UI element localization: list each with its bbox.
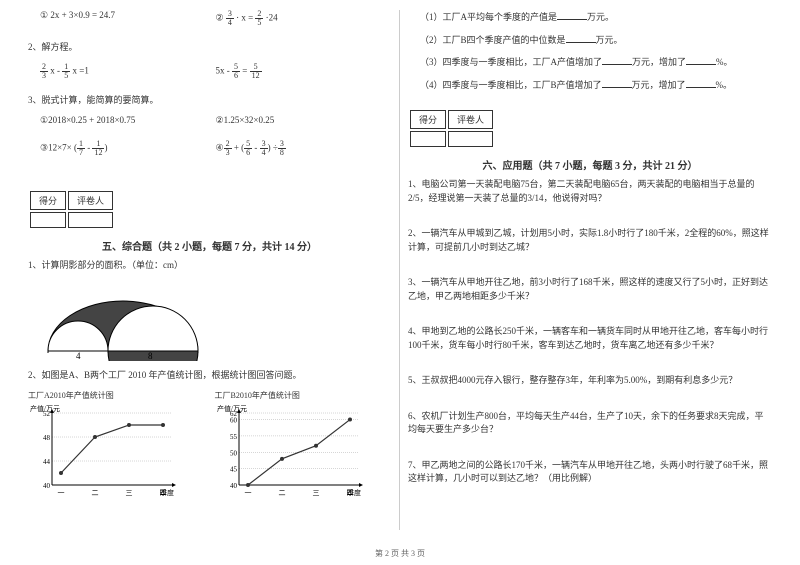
svg-text:55: 55	[230, 433, 238, 441]
q5-1: 1、计算阴影部分的面积。（单位：cm）	[28, 259, 391, 273]
page-footer: 第 2 页 共 3 页	[0, 548, 800, 559]
sub-q2: （2）工厂B四个季度产值的中位数是万元。	[408, 33, 772, 48]
shape-label-8: 8	[148, 351, 153, 361]
q5-2: 2、如图是A、B两个工厂 2010 年产值统计图，根据统计图回答问题。	[28, 369, 391, 383]
eq-3a: ①2018×0.25 + 2018×0.75	[40, 115, 135, 125]
shape-label-4: 4	[76, 351, 81, 361]
svg-text:三: 三	[312, 489, 319, 497]
score-box-5: 得分评卷人	[28, 189, 115, 230]
svg-text:产值/万元: 产值/万元	[30, 404, 60, 413]
svg-text:40: 40	[230, 482, 238, 490]
app-q6: 6、农机厂计划生产800台，平均每天生产44台，生产了10天，余下的任务要求8天…	[408, 410, 772, 437]
chart-b: 工厂B2010年产值统计图 404550556062一二三四产值/万元季度	[215, 390, 392, 503]
equation-row-1: ① 2x + 3×0.9 = 24.7 ② 34 · x = 25 ·24	[28, 10, 391, 27]
sub-q1: （1）工厂A平均每个季度的产值是万元。	[408, 10, 772, 25]
svg-text:40: 40	[43, 482, 51, 490]
svg-text:44: 44	[43, 458, 51, 466]
equation-row-2: 23 x - 15 x =1 5x - 56 = 512	[28, 63, 391, 80]
svg-text:二: 二	[92, 489, 99, 497]
svg-text:季度: 季度	[160, 488, 174, 497]
left-column: ① 2x + 3×0.9 = 24.7 ② 34 · x = 25 ·24 2、…	[20, 10, 400, 530]
equation-row-3: ①2018×0.25 + 2018×0.75 ②1.25×32×0.25	[28, 115, 391, 126]
eq-3b: ②1.25×32×0.25	[216, 115, 275, 125]
q2-title: 2、解方程。	[28, 41, 391, 55]
svg-text:50: 50	[230, 449, 238, 457]
svg-text:一: 一	[244, 489, 251, 497]
svg-text:三: 三	[126, 489, 133, 497]
eq-1b-pre: ②	[216, 13, 224, 23]
app-q7: 7、甲乙两地之间的公路长170千米，一辆汽车从甲地开往乙地，头两小时行驶了68千…	[408, 459, 772, 486]
equation-row-4: ③12×7× (17 - 112) ④23 + (56 - 34) ÷38	[28, 140, 391, 157]
svg-text:45: 45	[230, 466, 238, 474]
score-box-6: 得分评卷人	[408, 108, 495, 149]
svg-text:产值/万元: 产值/万元	[217, 404, 247, 413]
svg-text:48: 48	[43, 434, 51, 442]
chart-a: 工厂A2010年产值统计图 40444852一二三四产值/万元季度	[28, 390, 205, 503]
sub-q3: （3）四季度与一季度相比，工厂A产值增加了万元，增加了%。	[408, 55, 772, 70]
sub-q4: （4）四季度与一季度相比，工厂B产值增加了万元，增加了%。	[408, 78, 772, 93]
app-q3: 3、一辆汽车从甲地开往乙地，前3小时行了168千米，照这样的速度又行了5小时，正…	[408, 276, 772, 303]
app-q5: 5、王叔叔把4000元存入银行，整存整存3年，年利率为5.00%，到期有利息多少…	[408, 374, 772, 388]
section-5-title: 五、综合题（共 2 小题，每题 7 分，共计 14 分）	[28, 238, 391, 253]
arc-shape-diagram: 4 8	[28, 281, 391, 361]
charts-row: 工厂A2010年产值统计图 40444852一二三四产值/万元季度 工厂B201…	[28, 390, 391, 503]
right-column: （1）工厂A平均每个季度的产值是万元。 （2）工厂B四个季度产值的中位数是万元。…	[400, 10, 780, 530]
eq-1a: ① 2x + 3×0.9 = 24.7	[40, 10, 115, 20]
section-6-title: 六、应用题（共 7 小题，每题 3 分，共计 21 分）	[408, 157, 772, 172]
app-q1: 1、电脑公司第一天装配电脑75台，第二天装配电脑65台，两天装配的电脑相当于总量…	[408, 178, 772, 205]
q3-title: 3、脱式计算，能简算的要简算。	[28, 94, 391, 108]
app-q2: 2、一辆汽车从甲城到乙城，计划用5小时，实际1.8小时行了180千米，2全程的6…	[408, 227, 772, 254]
svg-text:一: 一	[58, 489, 65, 497]
app-q4: 4、甲地到乙地的公路长250千米，一辆客车和一辆货车同时从甲地开往乙地，客车每小…	[408, 325, 772, 352]
svg-text:二: 二	[278, 489, 285, 497]
svg-text:季度: 季度	[347, 488, 361, 497]
